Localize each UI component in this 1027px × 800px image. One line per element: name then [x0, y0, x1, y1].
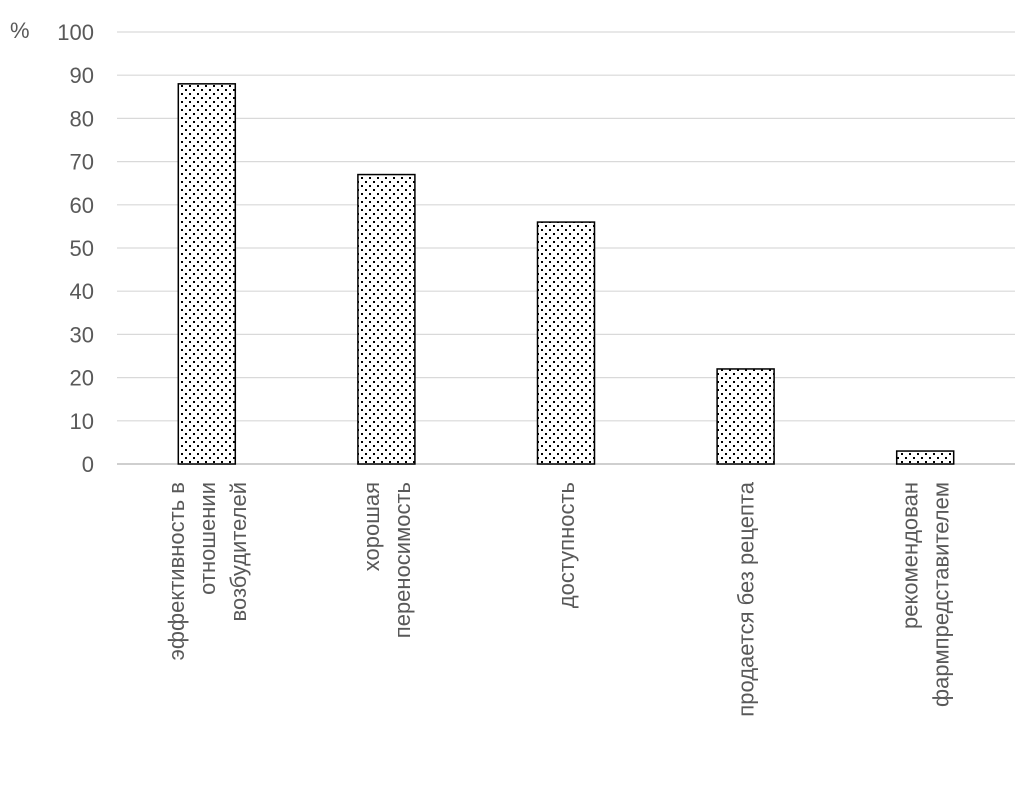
y-tick-label: 30 [70, 322, 94, 347]
bar [357, 173, 416, 465]
x-category-label: рекомендован фармпредставителем [898, 482, 954, 707]
y-axis-unit-label: % [10, 18, 30, 43]
x-category-label-line: продается без рецепта [734, 481, 759, 716]
x-category-label: доступность [554, 482, 579, 608]
y-tick-label: 80 [70, 106, 94, 131]
y-tick-label: 90 [70, 63, 94, 88]
x-category-label-line: доступность [554, 482, 579, 608]
y-axis-ticks: 0 10 20 30 40 50 60 70 80 90 100 [57, 20, 94, 477]
x-category-label-line: отношении [195, 482, 220, 595]
y-tick-label: 10 [70, 409, 94, 434]
y-tick-label: 100 [57, 20, 94, 45]
y-tick-label: 60 [70, 193, 94, 218]
x-category-label-line: фармпредставителем [929, 482, 954, 707]
x-category-label-line: хорошая [359, 482, 384, 571]
y-tick-label: 40 [70, 279, 94, 304]
x-category-label-line: рекомендован [898, 482, 923, 629]
y-tick-label: 20 [70, 366, 94, 391]
x-category-label-line: переносимость [390, 482, 415, 638]
x-category-label: эффективность в отношении возбудителей [164, 482, 251, 660]
bar [716, 368, 775, 465]
y-tick-label: 0 [82, 452, 94, 477]
x-category-label-line: возбудителей [226, 482, 251, 621]
y-tick-label: 70 [70, 150, 94, 175]
bar [177, 83, 237, 465]
x-category-label: хорошая переносимость [359, 482, 415, 638]
x-category-label-line: эффективность в [164, 482, 189, 660]
bar [536, 221, 596, 465]
x-axis-labels: эффективность в отношении возбудителей хоро… [164, 481, 954, 716]
bar [895, 450, 955, 465]
bars [177, 83, 955, 465]
x-category-label: продается без рецепта [734, 481, 759, 716]
y-tick-label: 50 [70, 236, 94, 261]
